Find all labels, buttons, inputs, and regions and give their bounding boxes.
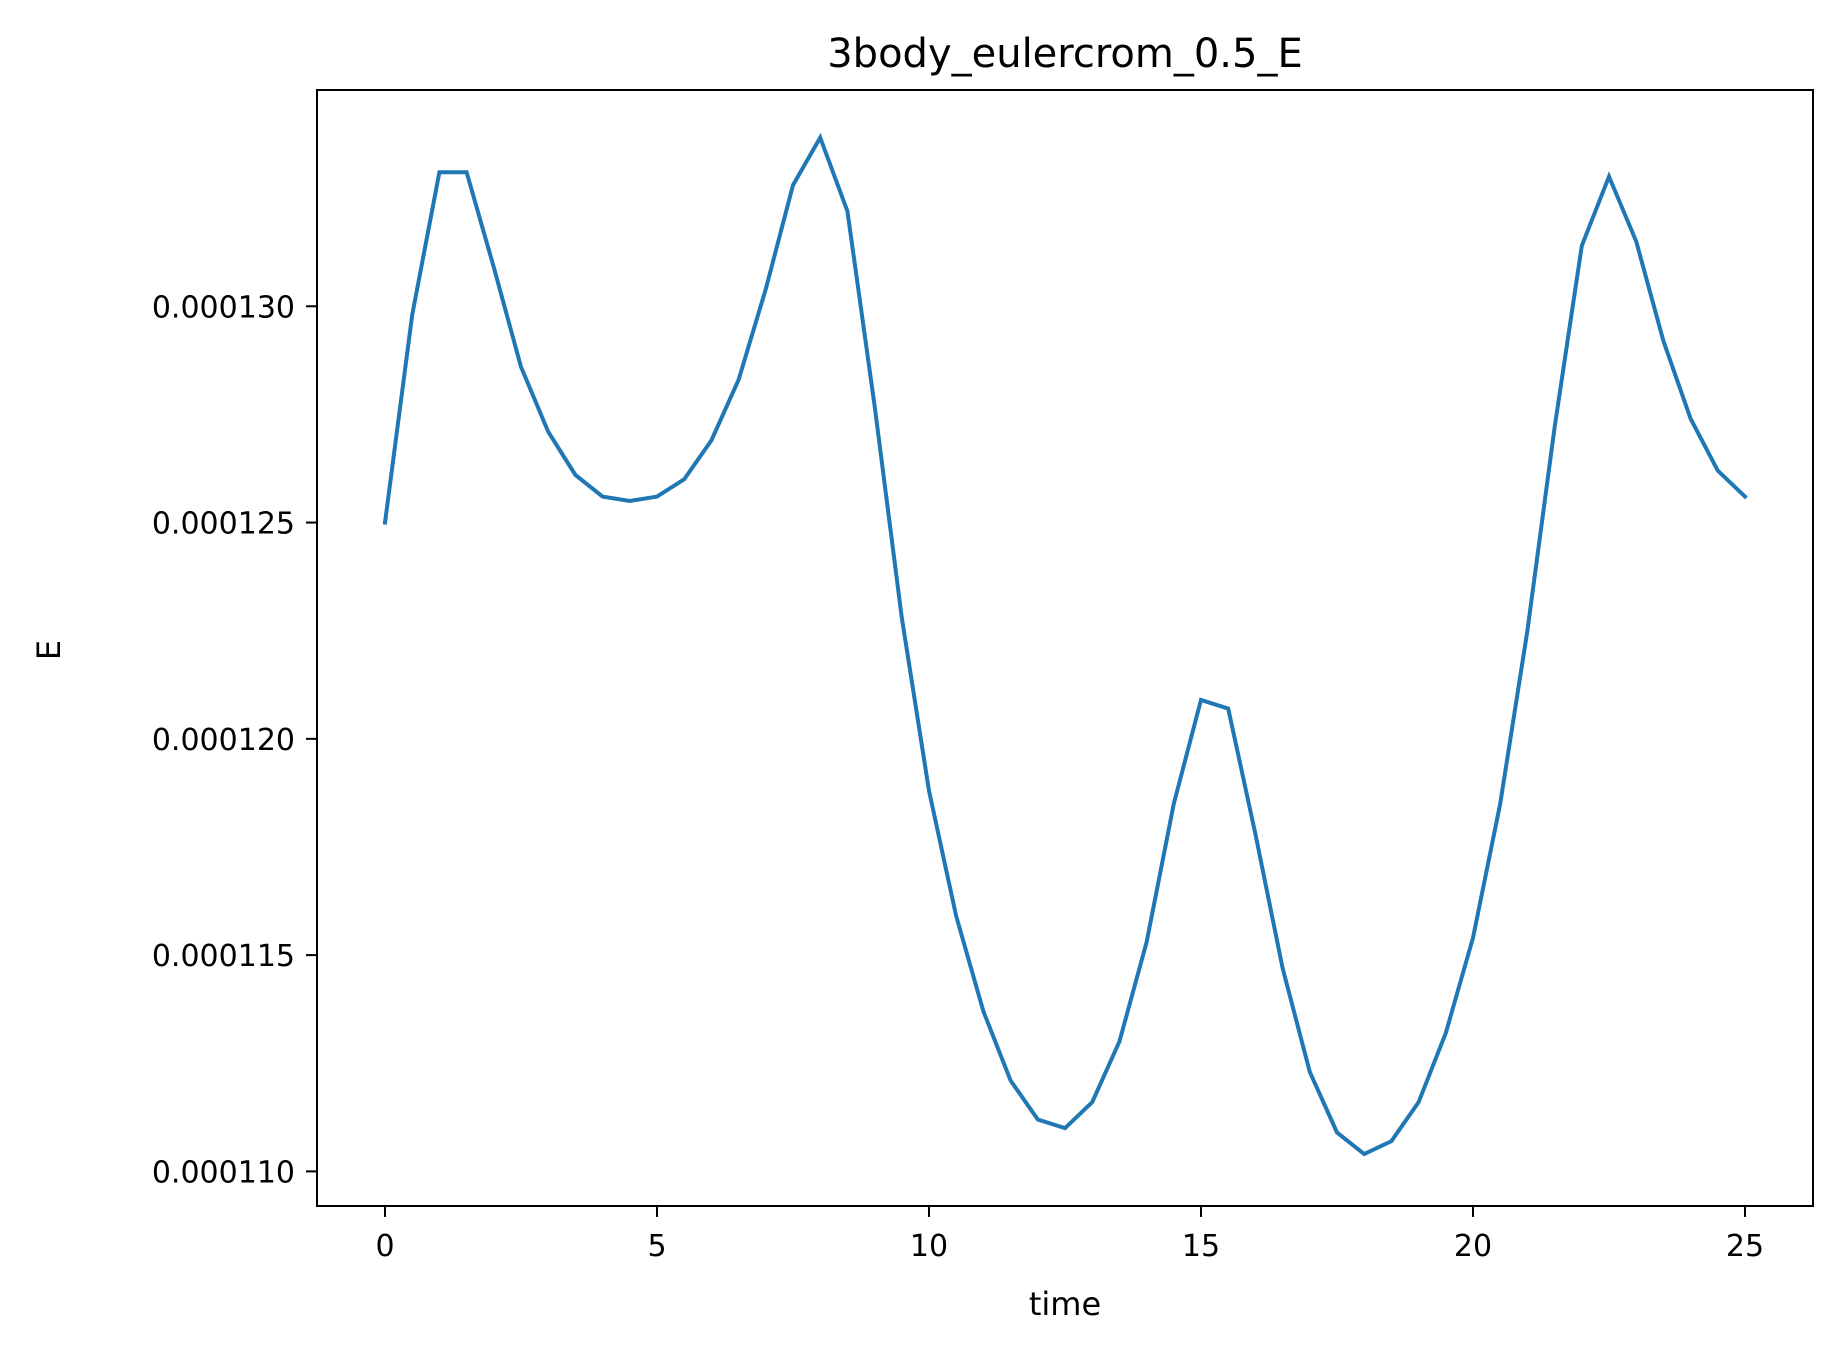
x-tick-label: 0	[375, 1229, 394, 1264]
y-tick-label: 0.000115	[152, 939, 295, 974]
x-tick-label: 5	[647, 1229, 666, 1264]
plot-frame	[316, 89, 1814, 1207]
x-tick-label: 15	[1182, 1229, 1220, 1264]
y-axis: 0.000110 0.000115 0.000120 0.000125 0.000130	[152, 290, 317, 1190]
x-axis-label: time	[1029, 1285, 1101, 1323]
x-tick-label: 25	[1726, 1229, 1764, 1264]
x-tick-label: 20	[1454, 1229, 1492, 1264]
y-tick-label: 0.000130	[152, 290, 295, 325]
x-axis: 0 5 10 15 20 25	[375, 1206, 1764, 1264]
chart-title: 3body_eulercrom_0.5_E	[827, 31, 1303, 77]
y-tick-label: 0.000110	[152, 1155, 295, 1190]
y-axis-label: E	[30, 640, 68, 660]
series-line	[382, 132, 1748, 1157]
x-tick-label: 10	[910, 1229, 948, 1264]
plot-area	[382, 132, 1748, 1157]
y-tick-label: 0.000125	[152, 507, 295, 542]
y-tick-label: 0.000120	[152, 723, 295, 758]
